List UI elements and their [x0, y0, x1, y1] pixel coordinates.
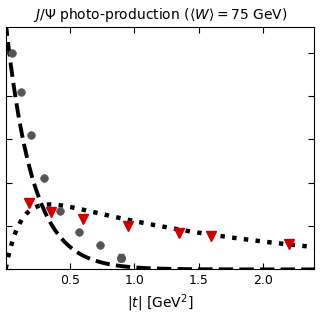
Title: $J/\Psi$ photo-production ($\langle W\rangle = 75$ GeV): $J/\Psi$ photo-production ($\langle W\ra… [33, 5, 287, 24]
X-axis label: $|t|$ [GeV$^2$]: $|t|$ [GeV$^2$] [127, 293, 193, 315]
